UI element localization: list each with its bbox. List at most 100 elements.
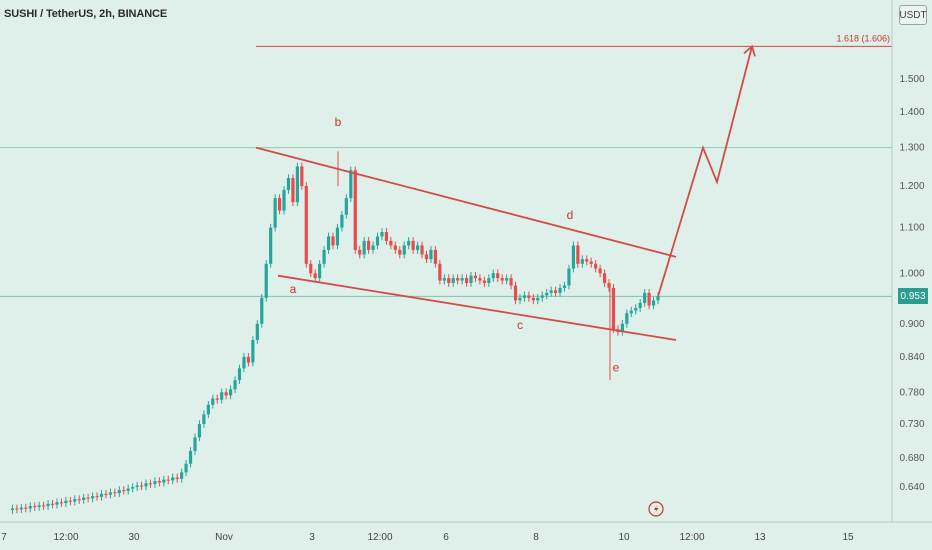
candle-body <box>402 245 406 255</box>
candle-body <box>638 302 642 309</box>
time-tick: 6 <box>443 532 449 543</box>
candle-body <box>318 263 322 279</box>
candle-body <box>362 240 366 255</box>
candle-body <box>500 278 504 281</box>
candle-body <box>295 166 299 203</box>
price-tick: 1.000 <box>899 268 924 279</box>
time-tick: 12:00 <box>53 532 78 543</box>
candle-body <box>460 278 464 281</box>
forecast-arrowhead <box>743 44 756 57</box>
candle-body <box>522 295 527 298</box>
candle-body <box>42 505 46 507</box>
candle-body <box>28 506 32 509</box>
candle-body <box>33 506 37 508</box>
price-tick: 1.200 <box>899 181 924 192</box>
candle-body <box>162 479 166 483</box>
candle-body <box>113 492 117 494</box>
price-tick: 1.100 <box>899 223 924 234</box>
time-tick: Nov <box>215 532 233 543</box>
candle-body <box>340 214 344 228</box>
candle-body <box>380 232 384 237</box>
candle-body <box>634 308 638 311</box>
candle-body <box>429 249 433 260</box>
candle-body <box>309 263 313 274</box>
candle-body <box>509 278 513 286</box>
candle-body <box>99 493 104 497</box>
candle-body <box>10 508 15 511</box>
forecast-polyline <box>657 46 753 297</box>
wave-label-e: e <box>613 360 620 374</box>
candle-body <box>104 493 108 495</box>
candle-body <box>438 263 442 281</box>
time-tick: 13 <box>754 532 766 543</box>
candle-body <box>59 502 64 504</box>
time-tick: 15 <box>842 532 854 543</box>
candle-body <box>313 273 317 279</box>
time-tick: 12:00 <box>367 532 392 543</box>
candle-body <box>237 368 242 381</box>
candle-body <box>531 297 535 301</box>
candle-body <box>384 232 389 241</box>
wave-label-c: c <box>517 318 523 332</box>
candle-body <box>206 404 210 415</box>
time-tick: 10 <box>618 532 630 543</box>
candle-body <box>233 380 237 390</box>
candle-body <box>46 503 50 507</box>
candle-body <box>473 275 478 279</box>
time-tick: 3 <box>309 532 315 543</box>
candle-body <box>153 481 157 485</box>
price-axis[interactable]: 1.500 1.400 1.300 1.200 1.100 1.000 0.900 0.840… <box>899 74 924 493</box>
candle-body <box>73 499 77 502</box>
candle-body <box>215 398 219 400</box>
candle-body <box>273 198 277 228</box>
price-tick: 0.730 <box>899 419 924 430</box>
triangle-lower-line <box>277 274 677 341</box>
candle-body <box>188 451 193 464</box>
currency-unit-button[interactable]: USDT <box>899 5 927 25</box>
wave-label-d: d <box>567 208 574 222</box>
candle-body <box>549 290 553 293</box>
last-price-label: 0.953 <box>898 288 928 305</box>
candle-body <box>424 254 429 260</box>
candle-body <box>86 497 90 499</box>
candle-body <box>620 323 624 332</box>
candle-body <box>335 227 340 246</box>
triangle-upper-line <box>255 146 677 258</box>
fib-target-label: 1.618 (1.606) <box>836 33 890 43</box>
candle-body <box>411 240 415 250</box>
price-tick: 1.400 <box>899 107 924 118</box>
candle-body <box>166 479 170 481</box>
candle-body <box>482 280 486 283</box>
candle-body <box>50 503 55 505</box>
candle-body <box>353 170 357 250</box>
candle-body <box>375 236 380 246</box>
candle-body <box>77 499 81 501</box>
candle-body <box>478 278 482 281</box>
candle-body <box>184 463 188 473</box>
candle-body <box>90 496 95 499</box>
candle-body <box>367 240 371 250</box>
candle-body <box>277 198 282 211</box>
candle-body <box>398 249 402 255</box>
time-tick: 7 <box>1 532 7 543</box>
candle-body <box>55 502 59 505</box>
candle-body <box>322 249 326 264</box>
candle-body <box>126 488 130 491</box>
candle-body <box>554 290 558 293</box>
candle-body <box>580 259 584 264</box>
candle-body <box>224 392 228 396</box>
time-tick: 12:00 <box>679 532 704 543</box>
time-axis[interactable]: 7 12:00 30 Nov 3 12:00 6 8 10 12:00 13 15 <box>1 532 854 543</box>
candle-body <box>117 490 121 494</box>
candle-body <box>300 166 304 186</box>
candle-body <box>451 278 455 283</box>
price-tick: 1.300 <box>899 143 924 154</box>
candle-body <box>255 323 259 341</box>
candle-body <box>415 245 420 250</box>
candle-body <box>558 287 562 293</box>
time-tick: 8 <box>533 532 539 543</box>
flash-icon[interactable] <box>648 501 664 517</box>
candle-body <box>571 245 576 269</box>
candle-body <box>197 424 202 438</box>
